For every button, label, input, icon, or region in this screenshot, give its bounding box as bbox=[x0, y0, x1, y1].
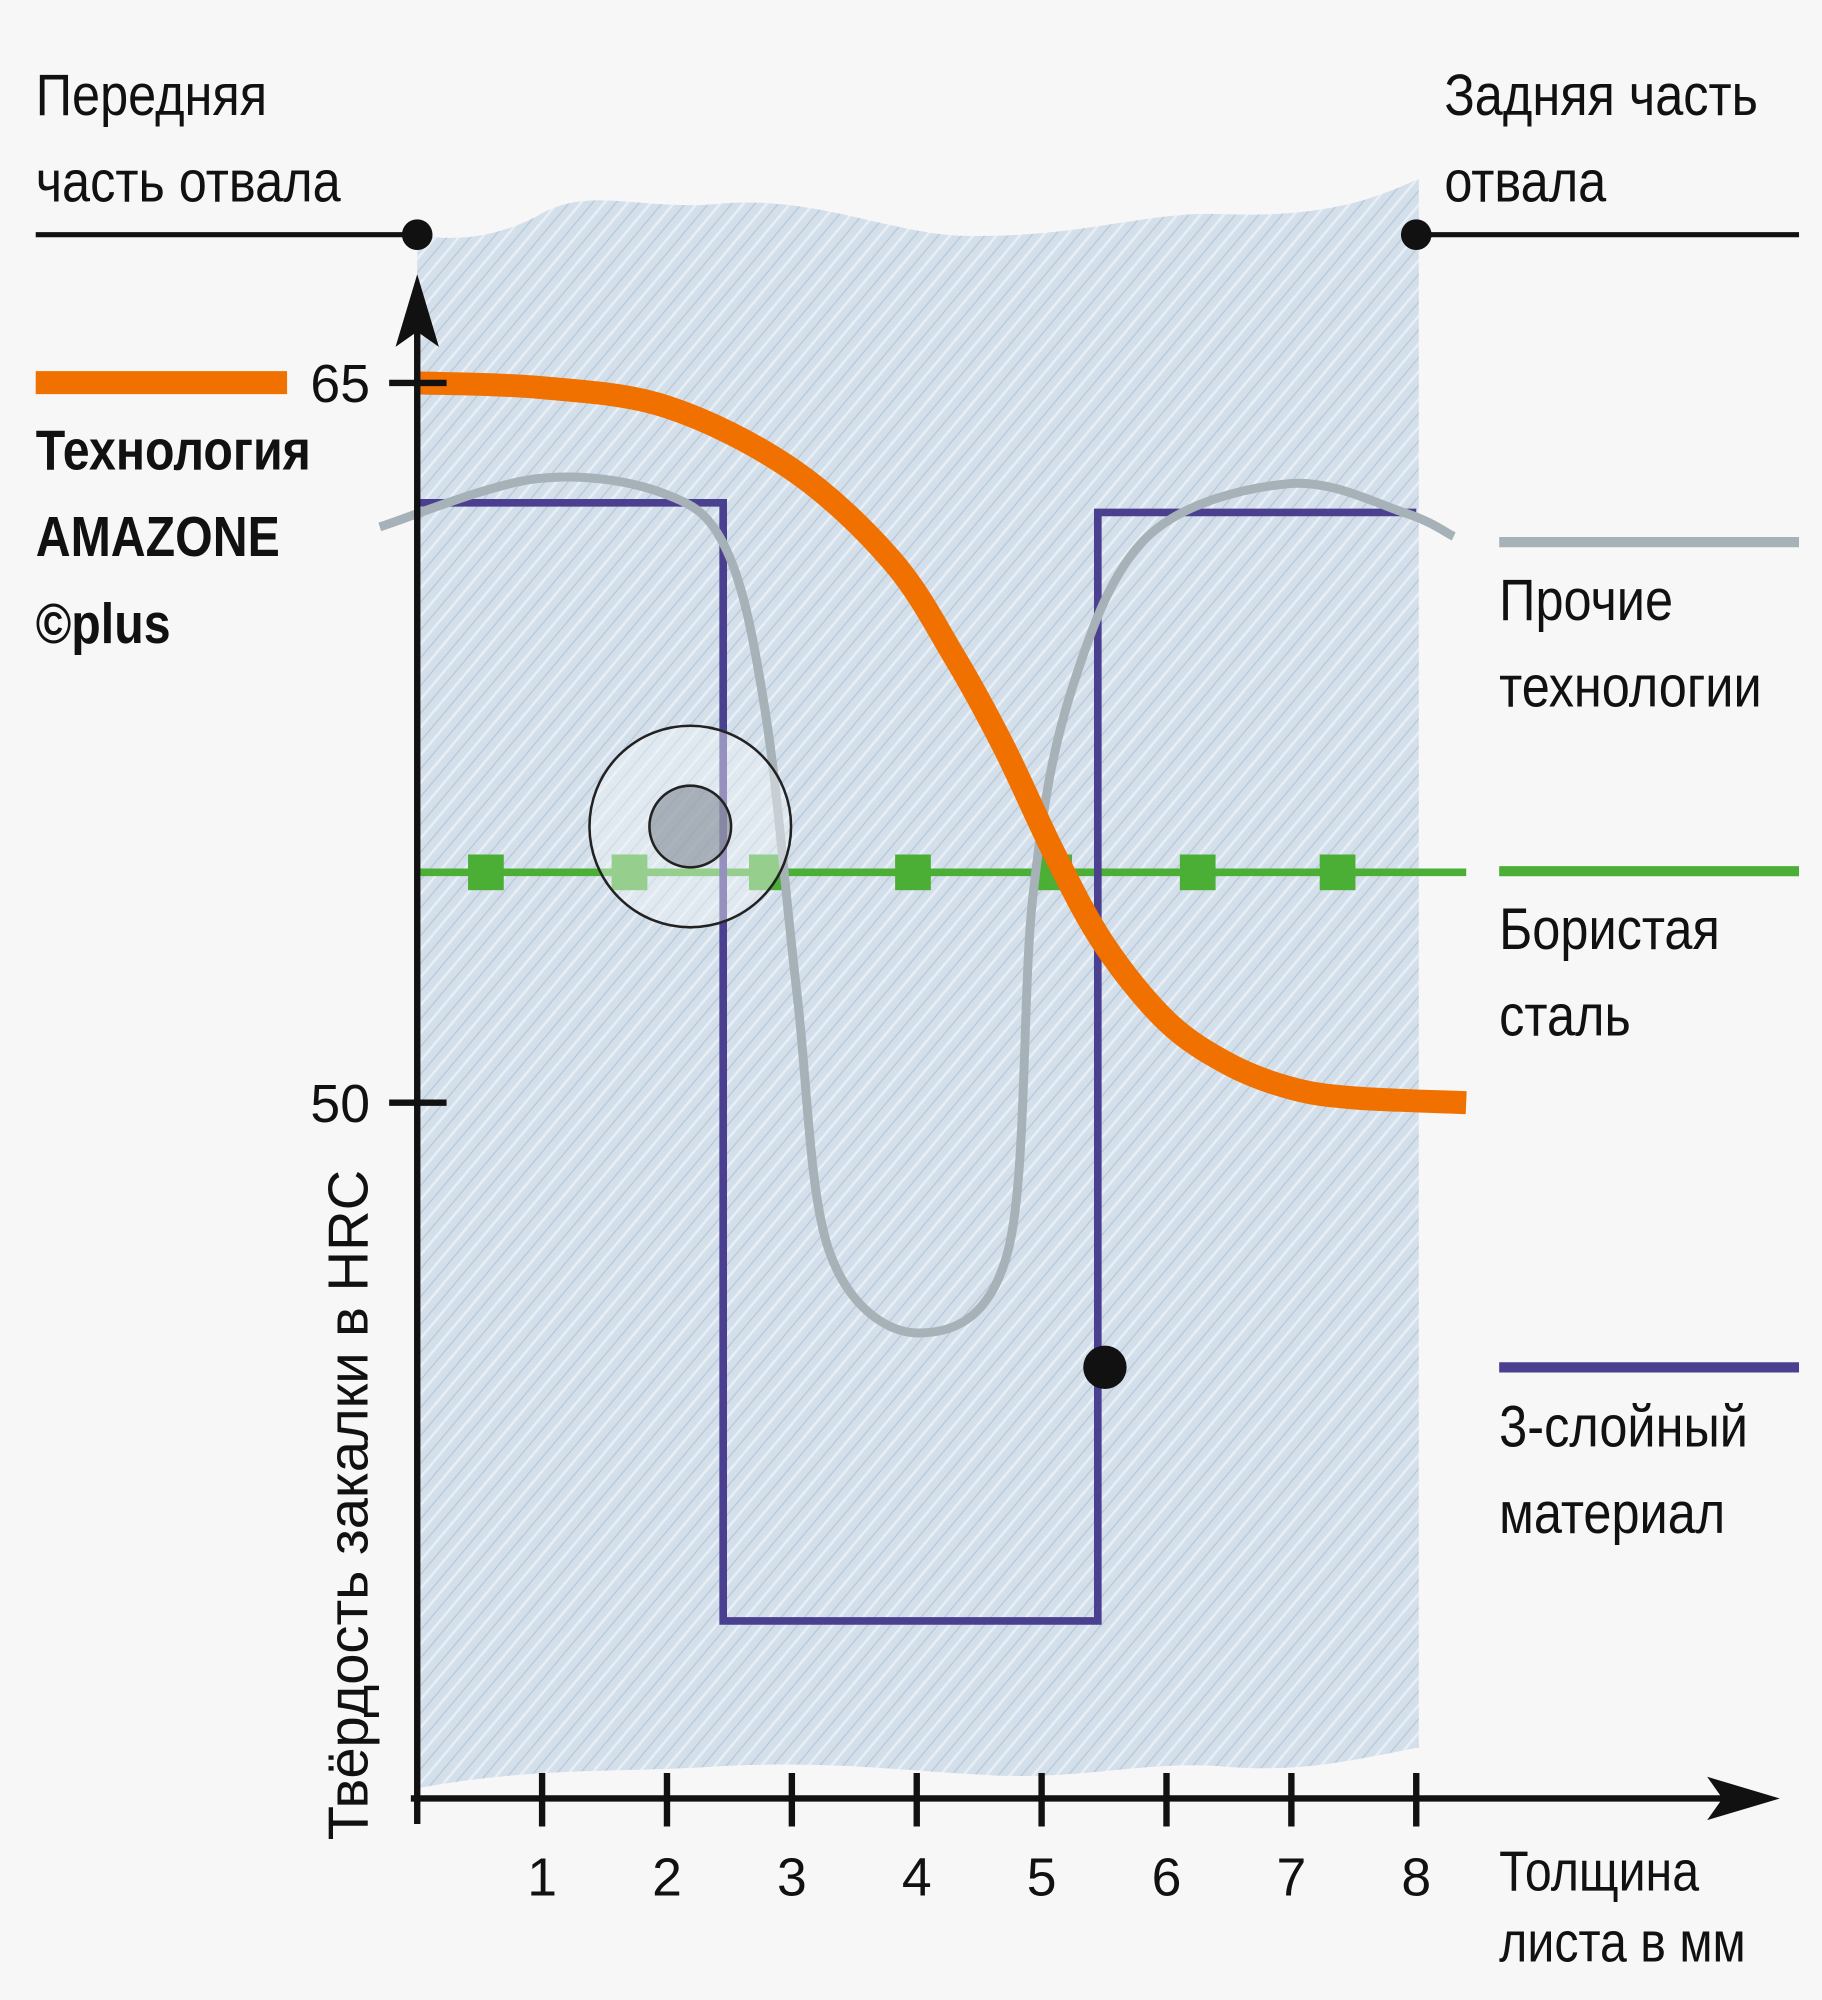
series-line bbox=[417, 499, 1417, 1625]
x-tick-label: 8 bbox=[1401, 1848, 1431, 1907]
legend-label: Прочие технологии bbox=[1499, 566, 1762, 720]
y-tick-label: 65 bbox=[310, 355, 370, 414]
y-axis-label: Твёрдость закалки в HRC bbox=[316, 1170, 379, 1840]
legend-label: Технология AMAZONE ©plus bbox=[35, 419, 311, 656]
back-dot bbox=[1400, 219, 1432, 250]
front-dot bbox=[401, 219, 433, 250]
x-axis-label: Толщина листа в мм bbox=[1499, 1840, 1746, 1975]
legend-label: 3-слойный материал bbox=[1499, 1392, 1748, 1546]
x-tick-label: 7 bbox=[1276, 1848, 1306, 1907]
series-marker bbox=[611, 854, 648, 891]
section-band bbox=[417, 178, 1419, 1789]
x-tick-label: 1 bbox=[527, 1848, 557, 1907]
x-tick-label: 2 bbox=[652, 1848, 682, 1907]
series-marker bbox=[1319, 854, 1356, 891]
magnifier-core bbox=[648, 784, 733, 869]
top-right-label: Задняя часть отвала bbox=[1444, 61, 1758, 215]
series-line bbox=[378, 472, 1456, 1338]
plot bbox=[378, 371, 1467, 1625]
legend-label: Бористая сталь bbox=[1499, 895, 1720, 1049]
series-marker bbox=[1179, 854, 1216, 891]
x-tick-label: 6 bbox=[1152, 1848, 1182, 1907]
legend-connector-dot bbox=[1083, 1345, 1127, 1390]
y-tick-label: 50 bbox=[310, 1075, 370, 1134]
series-marker bbox=[895, 854, 931, 891]
series-line bbox=[416, 371, 1467, 1115]
x-axis-arrow bbox=[1707, 1776, 1780, 1821]
x-tick-label: 5 bbox=[1027, 1848, 1057, 1907]
top-left-label: Передняя часть отвала bbox=[35, 61, 341, 215]
series-marker bbox=[468, 854, 504, 891]
x-tick-label: 3 bbox=[777, 1848, 807, 1907]
y-axis-arrow bbox=[395, 274, 439, 347]
x-tick-label: 4 bbox=[902, 1848, 932, 1907]
